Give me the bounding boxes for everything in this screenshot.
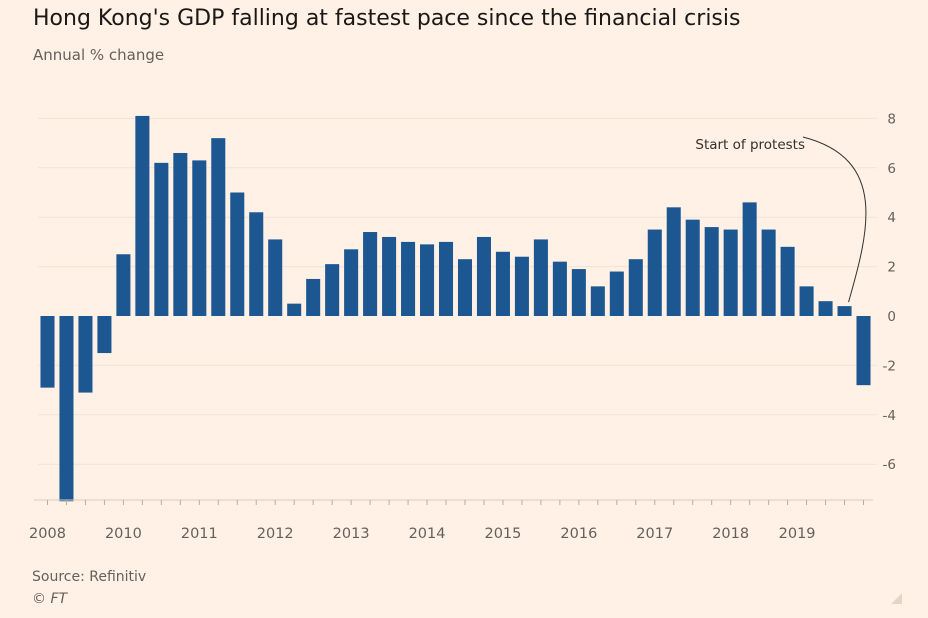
x-tick-label: 2018	[712, 526, 749, 542]
x-tick-label: 2012	[257, 526, 294, 542]
annotation-label: Start of protests	[695, 137, 805, 153]
bar	[59, 316, 74, 502]
chart-subtitle: Annual % change	[33, 46, 165, 64]
bar	[154, 162, 169, 316]
bar	[344, 249, 359, 316]
bar	[173, 152, 188, 316]
x-tick-label: 2013	[333, 526, 370, 542]
bar	[628, 259, 643, 316]
y-tick-label: 6	[887, 161, 896, 177]
bar	[780, 246, 795, 316]
bar	[590, 286, 605, 316]
bar	[647, 229, 662, 316]
bar	[363, 232, 378, 316]
y-tick-label: -2	[883, 358, 896, 374]
bar	[268, 239, 283, 316]
bar	[78, 316, 93, 393]
bar	[306, 278, 321, 316]
bar	[761, 229, 776, 316]
x-tick-label: 2011	[181, 526, 218, 542]
chart-title: Hong Kong's GDP falling at fastest pace …	[33, 6, 741, 31]
bar	[457, 259, 473, 316]
bar	[401, 241, 416, 316]
bar	[609, 271, 624, 316]
annotation-arrow	[802, 136, 867, 303]
bar	[211, 138, 226, 316]
x-tick-label: 2016	[560, 526, 597, 542]
bar	[230, 192, 245, 316]
x-tick-label: 2015	[484, 526, 521, 542]
bar	[116, 254, 131, 316]
source-note: Source: Refinitiv	[32, 569, 147, 585]
x-tick-label: 2014	[409, 526, 446, 542]
bar	[685, 219, 700, 316]
bar	[514, 256, 529, 316]
y-tick-label: -6	[883, 457, 896, 473]
bar	[325, 264, 340, 316]
y-tick-label: 2	[887, 260, 896, 276]
y-tick-label: -4	[883, 408, 896, 424]
bar	[97, 316, 112, 354]
bar	[704, 227, 719, 316]
bar	[552, 261, 567, 316]
bar	[666, 207, 681, 316]
y-tick-label: 4	[887, 210, 896, 226]
bar	[420, 244, 435, 316]
annotation-group: Start of protests	[695, 136, 867, 303]
x-tick-label: 2019	[779, 526, 816, 542]
bar	[249, 212, 264, 316]
x-axis: 2008 2010 2011 2012 2013 2014 2015 2016 2017 2018…	[29, 499, 873, 542]
bar	[723, 229, 738, 316]
resize-handle-icon	[891, 593, 902, 604]
bar	[533, 239, 548, 316]
bar	[438, 241, 454, 316]
x-tick-label: 2017	[636, 526, 673, 542]
bar	[192, 160, 207, 316]
bar	[476, 236, 491, 316]
bar	[287, 303, 302, 316]
bar	[856, 316, 871, 386]
copyright: © FT	[32, 591, 68, 607]
bar	[382, 236, 397, 316]
bar	[495, 251, 510, 316]
y-tick-label: 8	[887, 111, 896, 127]
x-tick-label: 2010	[105, 526, 142, 542]
bar	[837, 306, 852, 316]
bar-series	[40, 115, 871, 502]
bar	[799, 286, 814, 316]
x-tick-label: 2008	[29, 526, 66, 542]
bar	[135, 115, 150, 317]
y-axis-ticks: 8 6 4 2 0 -2 -4 -6	[883, 111, 896, 473]
bar	[742, 202, 757, 316]
y-tick-label: 0	[887, 309, 896, 325]
bar	[818, 301, 833, 316]
bar	[571, 269, 586, 316]
bar	[40, 316, 55, 388]
